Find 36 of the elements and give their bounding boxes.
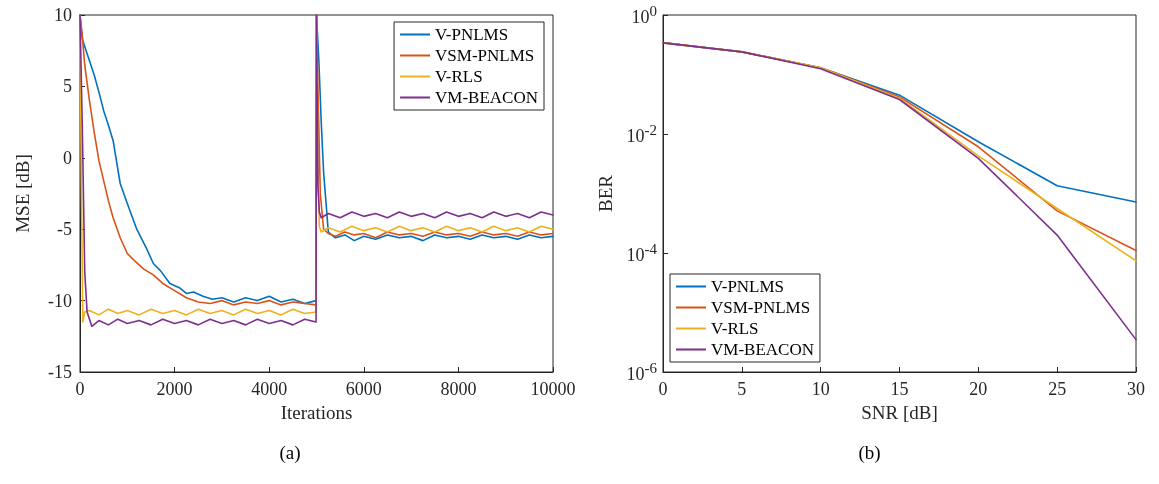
y-tick-label: 10 [54,5,72,25]
x-tick-label: 10000 [530,379,576,399]
x-tick-label: 2000 [156,379,193,399]
y-axis-title: BER [595,174,616,212]
legend-label: VM-BEACON [711,340,814,359]
y-tick-label: 10$^{-2}$ [626,122,657,146]
line-series [662,42,1137,341]
y-tick-label: -15 [48,362,72,382]
legend-label: V-PNLMS [435,25,509,44]
text: (b) [858,442,881,464]
x-tick-label: 5 [737,379,747,399]
y-tick-label: 10$^{0}$ [631,3,657,27]
x-tick-label: 10 [811,379,830,399]
x-tick-label: 15 [890,379,909,399]
y-tick-label: 0 [63,147,72,168]
x-tick-label: 6000 [345,379,382,399]
x-tick-label: 25 [1048,379,1067,399]
legend-label: V-RLS [435,67,483,86]
x-axis-title: Iterations [280,401,353,423]
y-tick-label: -10 [48,290,72,311]
legend-label: VSM-PNLMS [711,298,811,317]
x-tick-label: 20 [969,379,988,399]
x-tick-label: 8000 [440,379,477,399]
legend-label: V-RLS [711,319,759,338]
y-tick-label: 10$^{-6}$ [626,360,657,384]
x-axis-title: SNR [dB] [861,401,938,423]
y-tick-label: -5 [57,219,72,240]
x-tick-label: 4000 [251,379,288,399]
text: (a) [279,442,301,464]
x-tick-label: 30 [1127,379,1145,399]
y-tick-label: 5 [63,76,72,97]
y-tick-label: 10$^{-4}$ [626,241,657,265]
y-axis-title: MSE [dB] [12,154,33,233]
legend-label: VM-BEACON [435,88,539,107]
legend-label: VSM-PNLMS [435,46,535,65]
legend-label: V-PNLMS [711,277,785,296]
